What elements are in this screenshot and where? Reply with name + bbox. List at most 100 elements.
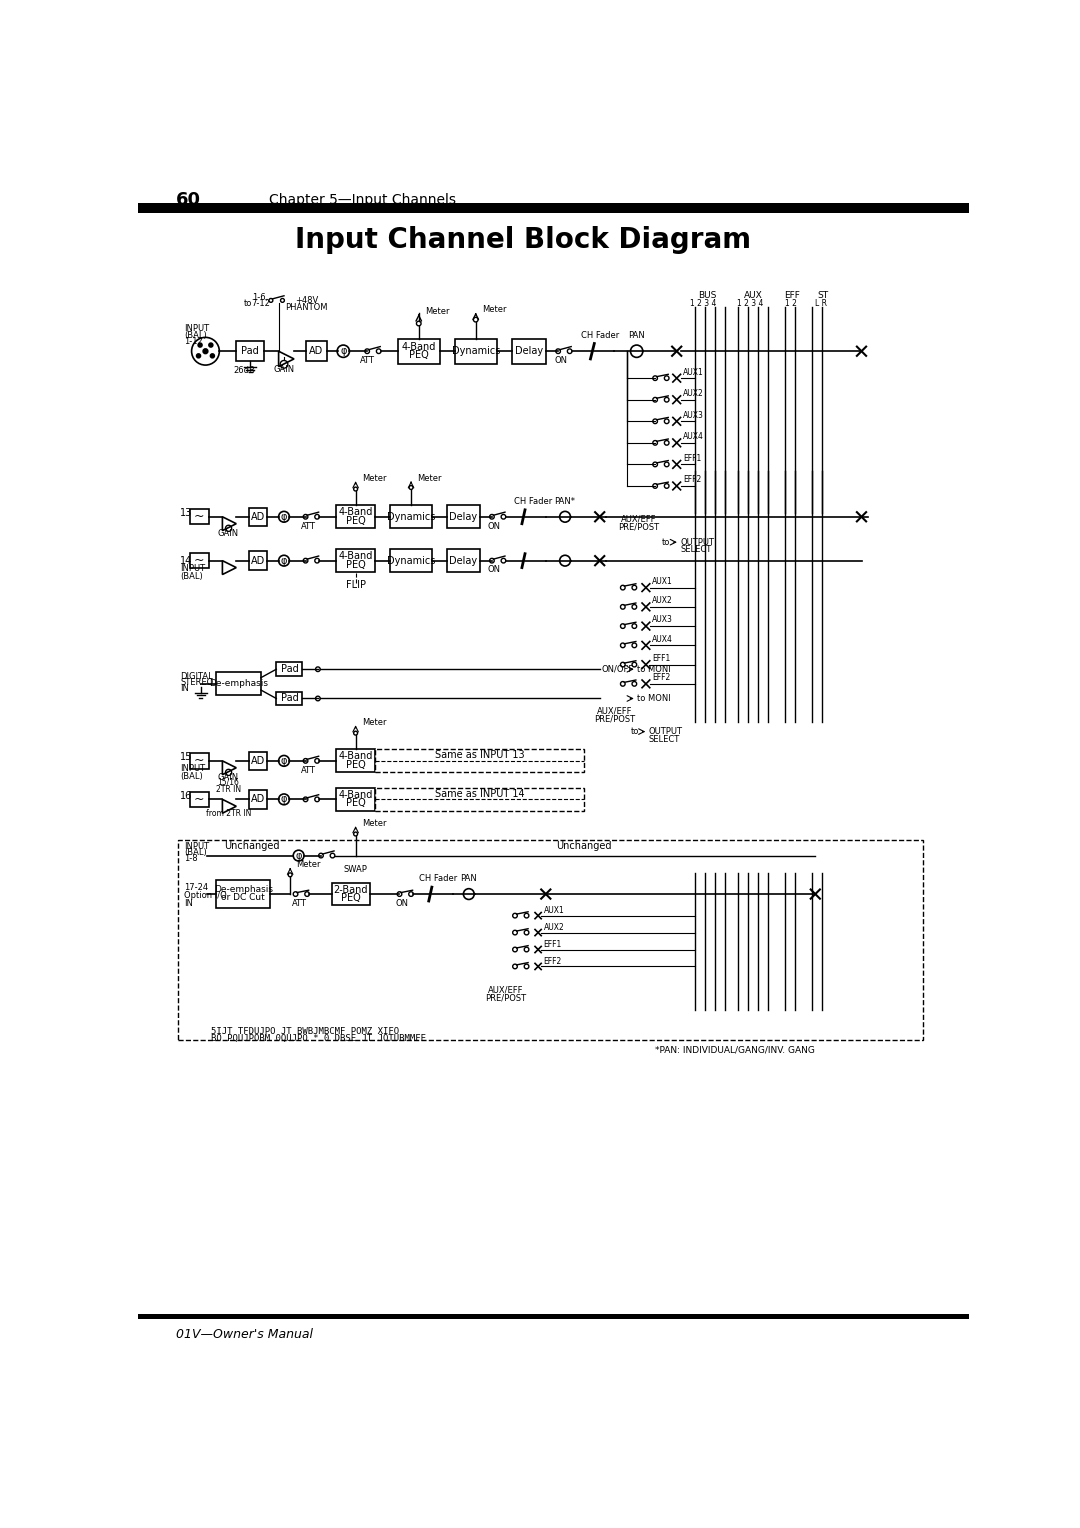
Bar	[138, 203, 970, 212]
Text: EFF1: EFF1	[543, 940, 562, 949]
Bar	[216, 880, 270, 908]
Bar	[397, 339, 440, 364]
Text: PRE/POST: PRE/POST	[618, 523, 659, 532]
Text: to: to	[631, 727, 639, 736]
Text: Unchanged: Unchanged	[224, 842, 280, 851]
Text: 14: 14	[180, 556, 192, 565]
Text: ~: ~	[194, 510, 204, 523]
Text: (BAL): (BAL)	[184, 848, 206, 857]
Bar	[375, 788, 584, 811]
Text: 1-8: 1-8	[184, 854, 198, 863]
Text: INPUT: INPUT	[180, 564, 205, 573]
Text: ST: ST	[818, 292, 828, 301]
Circle shape	[198, 344, 202, 347]
Text: OUTPUT: OUTPUT	[680, 538, 715, 547]
Text: *PAN: INDIVIDUAL/GANG/INV. GANG: *PAN: INDIVIDUAL/GANG/INV. GANG	[656, 1045, 815, 1054]
Text: 4-Band: 4-Band	[338, 552, 373, 561]
Bar	[248, 752, 267, 770]
Text: Delay: Delay	[449, 512, 477, 521]
Text: INPUT: INPUT	[180, 764, 205, 773]
Text: INPUT: INPUT	[184, 324, 210, 333]
Bar	[512, 339, 545, 364]
Text: CH Fader: CH Fader	[514, 497, 552, 506]
Text: 15/16: 15/16	[218, 778, 240, 787]
Bar	[190, 753, 208, 769]
Text: 4-Band: 4-Band	[338, 507, 373, 516]
Bar	[248, 552, 267, 570]
Text: GAIN: GAIN	[218, 773, 239, 782]
Text: OUTPUT: OUTPUT	[648, 727, 683, 736]
Bar	[447, 549, 480, 571]
Text: AUX3: AUX3	[683, 411, 704, 420]
Text: 16: 16	[180, 790, 192, 801]
Text: to MONI: to MONI	[637, 694, 671, 703]
Text: AD: AD	[251, 756, 265, 766]
Text: 4-Band: 4-Band	[338, 790, 373, 799]
Text: (BAL): (BAL)	[180, 571, 203, 581]
Text: φ: φ	[281, 756, 287, 766]
Text: De-emphasis: De-emphasis	[210, 680, 268, 688]
Bar	[455, 339, 497, 364]
Text: Meter: Meter	[362, 718, 387, 727]
Text: Meter: Meter	[482, 306, 507, 315]
Text: PEQ: PEQ	[346, 759, 365, 770]
Text: SWAP: SWAP	[343, 865, 367, 874]
Text: GAIN: GAIN	[273, 365, 295, 374]
Text: to: to	[244, 299, 253, 309]
Text: BO PQUJPOBM 0QUJPO * 0 DBSE JT JOTUBMMFE: BO PQUJPOBM 0QUJPO * 0 DBSE JT JOTUBMMFE	[211, 1034, 426, 1044]
Text: Delay: Delay	[515, 347, 543, 356]
Text: BUS: BUS	[699, 292, 717, 301]
Text: PEQ: PEQ	[409, 350, 429, 361]
Text: AUX2: AUX2	[543, 923, 564, 932]
Text: L R: L R	[815, 299, 827, 309]
Bar	[336, 549, 375, 571]
Text: Same as INPUT 14: Same as INPUT 14	[435, 788, 525, 799]
Text: DIGITAL: DIGITAL	[180, 672, 213, 680]
Text: SELECT: SELECT	[680, 545, 712, 555]
Text: PAN: PAN	[629, 332, 645, 341]
Text: 1 2 3 4: 1 2 3 4	[690, 299, 717, 309]
Text: Option I/O: Option I/O	[184, 891, 227, 900]
Text: Same as INPUT 13: Same as INPUT 13	[435, 750, 525, 761]
Text: ON: ON	[488, 521, 501, 530]
Text: (BAL): (BAL)	[180, 772, 203, 781]
Text: to: to	[662, 538, 671, 547]
Text: ATT: ATT	[292, 898, 307, 908]
Bar	[306, 341, 327, 361]
Bar	[178, 840, 923, 1041]
Circle shape	[197, 354, 201, 358]
Text: AD: AD	[251, 795, 265, 804]
Text: Meter: Meter	[417, 474, 442, 483]
Text: PEQ: PEQ	[341, 892, 361, 903]
Text: Chapter 5—Input Channels: Chapter 5—Input Channels	[269, 193, 456, 206]
Text: ON/OFF: ON/OFF	[602, 665, 634, 674]
Text: IN: IN	[184, 898, 192, 908]
Bar	[216, 672, 261, 695]
Text: 1-6,: 1-6,	[252, 293, 268, 303]
Bar	[190, 792, 208, 807]
Bar	[248, 790, 267, 808]
Text: 4-Band: 4-Band	[402, 342, 436, 351]
Text: Dynamics: Dynamics	[451, 347, 500, 356]
Bar	[138, 1314, 970, 1319]
Bar	[237, 341, 264, 361]
Text: AD: AD	[309, 347, 324, 356]
Text: AD: AD	[251, 556, 265, 565]
Text: FLIP: FLIP	[346, 581, 366, 590]
Text: Meter: Meter	[362, 474, 387, 483]
Text: φ: φ	[281, 556, 287, 565]
Text: PRE/POST: PRE/POST	[485, 993, 526, 1002]
Text: 26dB: 26dB	[233, 367, 255, 374]
Text: 4-Band: 4-Band	[338, 752, 373, 761]
Text: 1-12: 1-12	[184, 338, 203, 347]
Text: AUX/EFF: AUX/EFF	[597, 706, 633, 715]
Text: from 2TR IN: from 2TR IN	[206, 808, 252, 817]
Text: ~: ~	[194, 755, 204, 767]
Text: PHANTOM: PHANTOM	[285, 303, 328, 312]
Text: Input Channel Block Diagram: Input Channel Block Diagram	[295, 226, 751, 254]
Text: AD: AD	[251, 512, 265, 521]
Text: EFF1: EFF1	[683, 454, 701, 463]
Bar	[190, 509, 208, 524]
Text: Meter: Meter	[296, 860, 321, 869]
Text: 5IJT TFDUJPO JT BWBJMBCMF POMZ XIFO: 5IJT TFDUJPO JT BWBJMBCMF POMZ XIFO	[211, 1027, 399, 1036]
